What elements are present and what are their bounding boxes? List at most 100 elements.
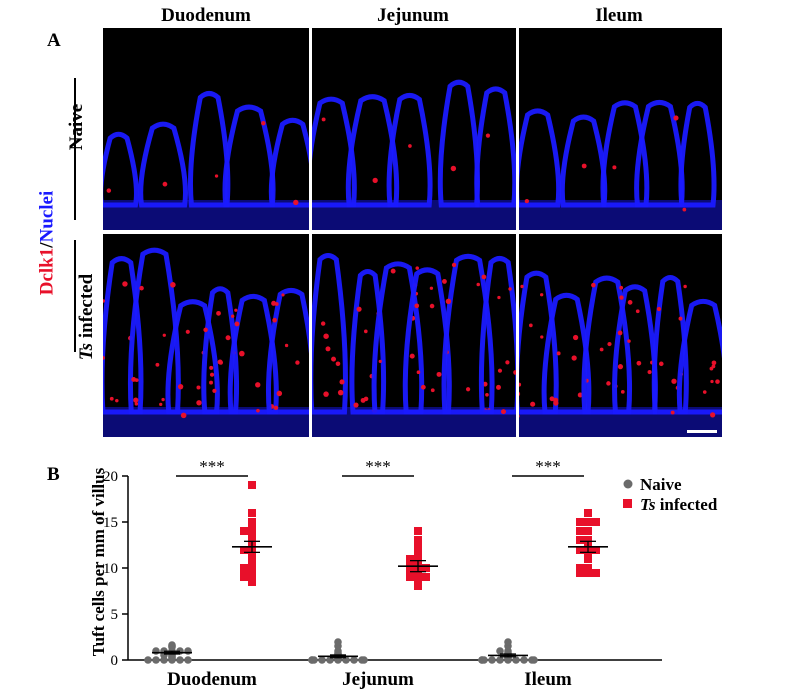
- data-point-infected: [592, 569, 600, 577]
- tuft-cell-dot: [281, 293, 285, 297]
- row-label-infected: Ts infected: [76, 274, 98, 360]
- tuft-cell-dot: [212, 388, 217, 393]
- data-point-infected: [414, 550, 422, 558]
- villus: [437, 79, 480, 208]
- tuft-cell-dot: [353, 402, 359, 408]
- villus: [268, 117, 309, 208]
- tuft-cell-dot: [436, 371, 442, 377]
- tuft-cell-dot: [230, 314, 235, 318]
- villus: [103, 256, 144, 415]
- stain-label: Dclk1/Nuclei: [36, 191, 58, 296]
- micrograph-naive-jejunum: [312, 28, 516, 230]
- tuft-cell-dot: [430, 388, 435, 393]
- data-point-naive: [350, 656, 358, 664]
- tuft-cell-dot: [416, 370, 421, 375]
- villus: [227, 293, 279, 415]
- tuft-cell-dot: [234, 308, 238, 312]
- data-point-infected: [248, 573, 256, 581]
- x-tick-label: Jejunum: [342, 669, 414, 690]
- data-point-infected: [240, 564, 248, 572]
- tuft-cell-dot: [710, 412, 716, 418]
- tuft-cell-dot: [591, 282, 596, 288]
- tuft-cell-dot: [162, 333, 166, 337]
- y-axis-label: Tuft cells per mm of villus: [89, 467, 108, 656]
- tuft-cell-dot: [682, 207, 687, 212]
- tuft-cell-dot: [513, 370, 516, 375]
- x-tick-label: Duodenum: [167, 669, 257, 690]
- tuft-cell-dot: [109, 396, 114, 401]
- data-point-infected: [592, 518, 600, 526]
- tuft-cell-dot: [239, 350, 245, 357]
- tuft-cell-dot: [636, 360, 642, 366]
- tuft-cell-dot: [572, 334, 579, 341]
- tuft-cell-dot: [133, 397, 139, 403]
- tuft-cell-dot: [214, 174, 219, 178]
- villus: [541, 292, 592, 415]
- tuft-cell-dot: [321, 117, 326, 122]
- tuft-cell-dot: [508, 287, 512, 291]
- tuft-cell-dot: [284, 343, 289, 348]
- tuft-cell-dot: [408, 144, 412, 148]
- villus: [612, 284, 658, 415]
- data-point-naive: [496, 647, 504, 655]
- tuft-cell-dot: [256, 408, 260, 413]
- tuft-cell-dot: [540, 293, 544, 297]
- tuft-cell-dot: [414, 303, 420, 309]
- tuft-cell-dot: [445, 298, 452, 305]
- tuft-cell-dot: [337, 389, 344, 396]
- y-tick-label: 0: [111, 653, 119, 669]
- data-point-infected: [422, 564, 430, 572]
- tuft-cell-dot: [606, 381, 611, 386]
- y-tick-label: 15: [103, 515, 118, 531]
- villus: [651, 274, 689, 415]
- tuft-cell-dot: [293, 199, 299, 206]
- tuft-cell-dot: [131, 377, 137, 382]
- tuft-cell-dot: [320, 321, 326, 326]
- data-point-infected: [576, 564, 584, 572]
- tuft-cell-dot: [234, 321, 240, 327]
- micrograph-drawing: [312, 79, 516, 230]
- tuft-cell-dot: [647, 370, 652, 375]
- data-point-infected: [414, 527, 422, 535]
- villus: [127, 247, 181, 415]
- data-point-infected: [584, 555, 592, 563]
- tuft-cell-dot: [372, 177, 378, 184]
- stain-label-separator: /: [36, 242, 58, 248]
- data-point-naive: [512, 656, 520, 664]
- data-point-infected: [584, 509, 592, 517]
- data-point-naive: [504, 638, 512, 646]
- tuft-cell-dot: [196, 385, 201, 390]
- tuft-cell-dot: [599, 347, 604, 352]
- legend-marker-infected: [623, 499, 632, 508]
- x-tick-label: Ileum: [524, 669, 572, 690]
- villus: [165, 299, 220, 415]
- data-point-naive: [488, 656, 496, 664]
- tuft-cell-dot: [209, 372, 215, 377]
- tuft-cell-dot: [450, 165, 457, 172]
- tuft-cell-dot: [103, 355, 105, 360]
- y-tick-label: 20: [103, 469, 118, 485]
- legend-label: Ts infected: [640, 495, 718, 514]
- villus: [187, 91, 231, 208]
- micrograph-drawing: [519, 99, 722, 230]
- tuft-cell-dot: [177, 384, 184, 390]
- data-point-naive: [334, 638, 342, 646]
- row-label-infected-italic: Ts: [76, 342, 98, 361]
- tuft-cell-dot: [216, 310, 221, 316]
- tuft-cell-dot: [363, 396, 369, 402]
- micrograph-drawing: [103, 91, 309, 230]
- tuft-cell-dot: [170, 282, 176, 288]
- legend-label-italic: Ts: [640, 495, 656, 514]
- micrograph-infected-jejunum: [312, 234, 516, 437]
- data-point-infected: [422, 573, 430, 581]
- tuft-cell-dot: [185, 329, 190, 334]
- column-title-ileum: Ileum: [595, 5, 643, 26]
- tuft-cell-dot: [390, 268, 396, 274]
- tuft-cell-dot: [225, 335, 231, 341]
- tuft-cell-dot: [571, 355, 577, 361]
- tuft-cell-dot: [209, 365, 214, 370]
- tuft-cell-dot: [635, 309, 640, 314]
- data-point-infected: [248, 559, 256, 567]
- data-point-infected: [240, 527, 248, 535]
- micrograph-drawing: [103, 247, 309, 437]
